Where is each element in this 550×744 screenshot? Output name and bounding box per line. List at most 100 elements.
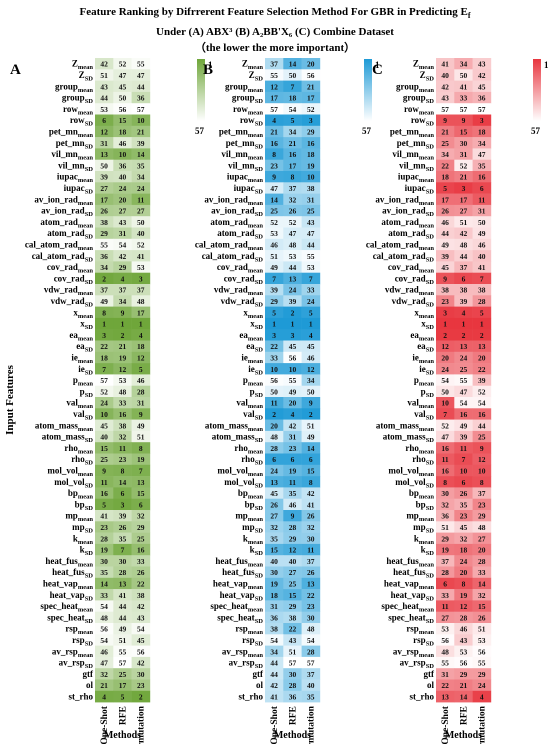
cell-value: 12 [137,353,145,362]
cell-value: 24 [460,557,468,566]
cell-value: 33 [441,591,449,600]
cell-value: 37 [137,286,145,295]
cell-value: 28 [441,568,449,577]
cell-value: 49 [441,240,449,249]
cell-value: 42 [137,602,145,611]
cell-value: 4 [121,274,125,283]
cell-value: 51 [460,218,468,227]
cell-value: 28 [460,613,468,622]
cell-value: 57 [478,105,486,114]
cell-value: 10 [478,466,486,475]
cell-value: 37 [478,489,486,498]
feature-label: kSD [250,545,264,558]
cell-value: 39 [460,433,468,442]
cell-value: 15 [137,489,145,498]
cell-value: 48 [100,613,108,622]
cell-value: 2 [309,410,313,419]
cell-value: 10 [119,150,127,159]
y-axis-label: Input Features [4,364,16,434]
cell-value: 20 [270,421,278,430]
cell-value: 38 [289,613,297,622]
feature-label: st_rho [69,691,94,701]
feature-label: ZSD [249,70,264,83]
cell-value: 46 [100,647,108,656]
cell-value: 56 [307,71,315,80]
cell-value: 57 [307,659,315,668]
cell-value: 31 [119,229,127,238]
cell-value: 38 [270,625,278,634]
cell-value: 26 [307,512,315,521]
cell-value: 42 [441,82,449,91]
cell-value: 13 [478,342,486,351]
cell-value: 52 [100,387,108,396]
cell-value: 41 [100,512,108,521]
cell-value: 44 [460,252,468,261]
cell-value: 22 [289,625,297,634]
cell-value: 49 [119,625,127,634]
cell-value: 8 [102,308,106,317]
cell-value: 24 [441,365,449,374]
cell-value: 51 [307,421,315,430]
cell-value: 19 [307,161,315,170]
cell-value: 47 [289,229,297,238]
cell-value: 8 [272,150,276,159]
cell-value: 14 [270,195,278,204]
cell-value: 26 [307,568,315,577]
feature-label: ol [427,680,435,690]
cell-value: 1 [480,320,484,329]
cell-value: 32 [478,591,486,600]
cell-value: 22 [307,591,315,600]
cell-value: 22 [478,365,486,374]
cell-value: 50 [441,387,449,396]
cell-value: 43 [119,218,127,227]
cell-value: 54 [307,636,315,645]
cell-value: 11 [460,444,467,453]
cell-value: 25 [119,670,127,679]
cell-value: 22 [270,342,278,351]
cell-value: 53 [441,625,449,634]
cell-value: 50 [119,94,127,103]
cell-value: 46 [137,376,145,385]
cell-value: 34 [307,376,315,385]
panel-letter: B [203,62,213,78]
cell-value: 7 [480,274,484,283]
cell-value: 3 [139,274,143,283]
cell-value: 9 [291,512,295,521]
cell-value: 4 [309,331,313,340]
cell-value: 24 [460,353,468,362]
cell-value: 25 [441,139,449,148]
cell-value: 26 [100,207,108,216]
cell-value: 48 [460,240,468,249]
cell-value: 31 [478,207,486,216]
cell-value: 44 [119,613,127,622]
cell-value: 29 [270,297,278,306]
cell-value: 24 [100,399,108,408]
cell-value: 25 [478,433,486,442]
cell-value: 48 [137,297,145,306]
cell-value: 6 [272,455,276,464]
cell-value: 42 [270,681,278,690]
cell-value: 29 [460,670,468,679]
cell-value: 34 [460,60,468,69]
feature-label: vdw_radSD [392,296,435,309]
cell-value: 52 [441,421,449,430]
cell-value: 29 [478,512,486,521]
cell-value: 23 [270,161,278,170]
cell-value: 55 [289,376,297,385]
cell-value: 56 [137,647,145,656]
feature-label: pSD [80,386,94,399]
cell-value: 51 [119,636,127,645]
cell-value: 56 [100,625,108,634]
cell-value: 35 [137,161,145,170]
cell-value: 26 [270,500,278,509]
cell-value: 40 [289,557,297,566]
feature-label: ol [86,680,94,690]
cell-value: 21 [289,139,297,148]
cell-value: 29 [100,229,108,238]
cell-value: 35 [307,692,315,701]
cell-value: 23 [307,602,315,611]
cell-value: 42 [100,60,108,69]
cell-value: 29 [478,670,486,679]
cell-value: 12 [100,127,108,136]
